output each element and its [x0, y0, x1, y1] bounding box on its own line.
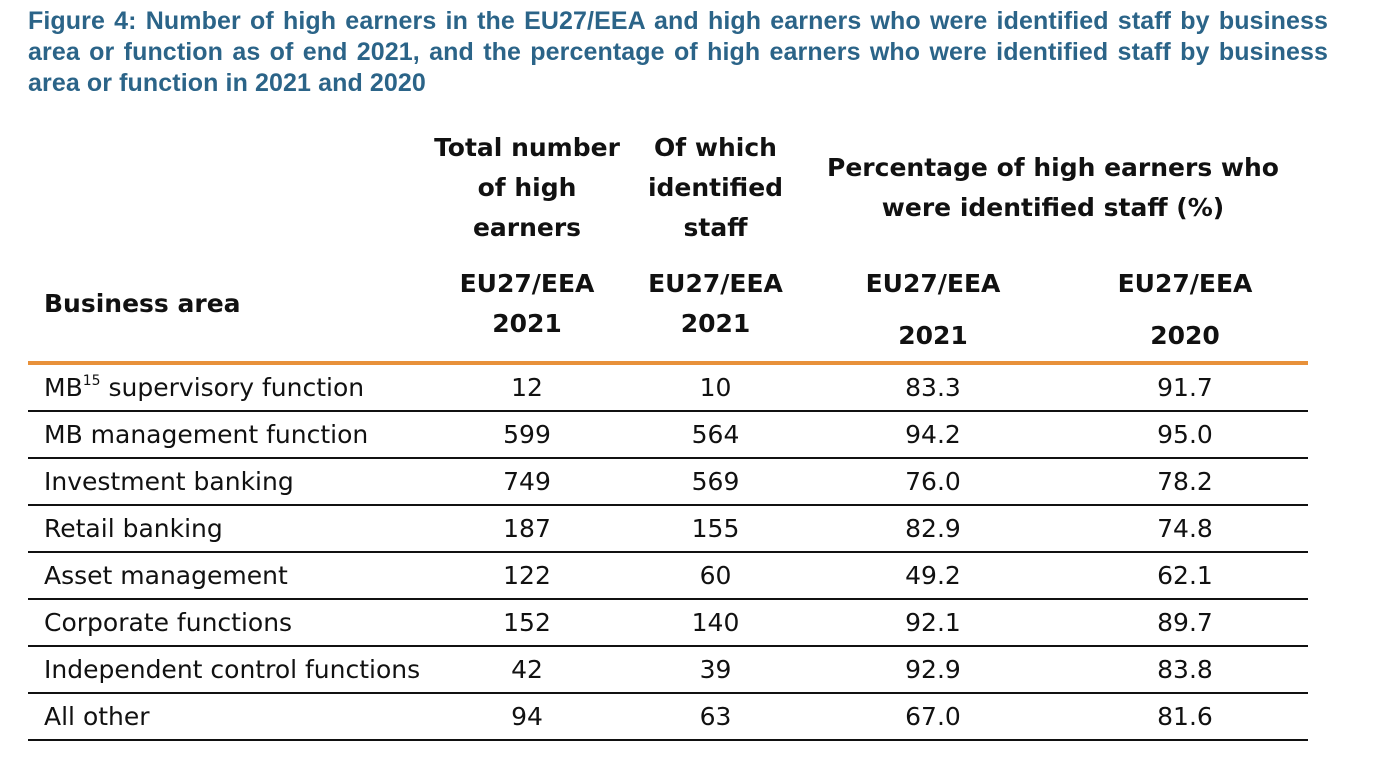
identified-staff-cell: 140: [691, 608, 740, 637]
identified-staff-cell: 60: [699, 561, 732, 590]
pct-2020-cell: 89.7: [1157, 608, 1213, 637]
pct-2020-cell: 91.7: [1157, 373, 1213, 402]
pct-2021-cell: 67.0: [905, 702, 961, 731]
business-area-cell: Corporate functions: [44, 608, 293, 637]
header-pct-2021-year: 2021: [898, 321, 968, 350]
header-identified-year: 2021: [680, 309, 751, 338]
business-area-cell: MB15 supervisory function: [44, 365, 364, 410]
pct-2020-cell: 81.6: [1157, 702, 1213, 731]
total-high-earners-cell: 122: [503, 561, 551, 590]
header-pct-2021-region-year: EU27/EEA 2021: [838, 258, 1028, 362]
header-pct-2020-region-year: EU27/EEA 2020: [1090, 258, 1280, 362]
identified-staff-cell: 564: [691, 420, 740, 449]
business-area-suffix: supervisory function: [100, 373, 365, 402]
identified-staff-cell: 39: [699, 655, 732, 684]
header-pct-2020-year: 2020: [1150, 321, 1220, 350]
pct-2021-cell: 94.2: [905, 420, 961, 449]
total-high-earners-cell: 749: [503, 467, 551, 496]
total-high-earners-cell: 12: [511, 373, 543, 402]
pct-2020-cell: 83.8: [1157, 655, 1213, 684]
header-divider: [28, 361, 1308, 365]
pct-2021-cell: 82.9: [905, 514, 961, 543]
table-row: Asset management 122 60 49.2 62.1: [28, 553, 1308, 600]
header-total-year: 2021: [492, 309, 562, 338]
header-pct-2021-region: EU27/EEA: [865, 269, 1001, 298]
table-row: MB15 supervisory function 12 10 83.3 91.…: [28, 365, 1308, 412]
table-row: Corporate functions 152 140 92.1 89.7: [28, 600, 1308, 647]
header-business-area: Business area: [44, 289, 241, 318]
pct-2020-cell: 78.2: [1157, 467, 1213, 496]
pct-2020-cell: 62.1: [1157, 561, 1213, 590]
header-pct-2020-region: EU27/EEA: [1117, 269, 1253, 298]
total-high-earners-cell: 152: [503, 608, 551, 637]
header-percentage-group: Percentage of high earners who were iden…: [827, 153, 1279, 222]
pct-2021-cell: 76.0: [905, 467, 961, 496]
header-total-region: EU27/EEA: [459, 269, 595, 298]
identified-staff-cell: 155: [691, 514, 740, 543]
pct-2021-cell: 92.1: [905, 608, 961, 637]
pct-2020-cell: 95.0: [1157, 420, 1213, 449]
identified-staff-cell: 569: [691, 467, 740, 496]
total-high-earners-cell: 94: [511, 702, 543, 731]
pct-2021-cell: 83.3: [905, 373, 961, 402]
pct-2021-cell: 92.9: [905, 655, 961, 684]
table-row: Investment banking 749 569 76.0 78.2: [28, 459, 1308, 506]
pct-2020-cell: 74.8: [1157, 514, 1213, 543]
header-identified-region-year: EU27/EEA 2021: [628, 264, 803, 344]
table-row: Independent control functions 42 39 92.9…: [28, 647, 1308, 694]
business-area-cell: Retail banking: [44, 514, 223, 543]
business-area-cell: Independent control functions: [44, 655, 421, 684]
table-row: All other 94 63 67.0 81.6: [28, 694, 1308, 741]
header-total-high-earners: Total number of high earners: [434, 133, 620, 242]
business-area-cell: MB management function: [44, 420, 369, 449]
table-header: Business area Total number of high earne…: [28, 120, 1308, 361]
pct-2021-cell: 49.2: [905, 561, 961, 590]
business-area-prefix: MB: [44, 373, 83, 402]
table-row: Retail banking 187 155 82.9 74.8: [28, 506, 1308, 553]
business-area-cell: Investment banking: [44, 467, 294, 496]
high-earners-table: Business area Total number of high earne…: [28, 120, 1308, 741]
header-total-region-year: EU27/EEA 2021: [432, 264, 622, 344]
header-identified-region: EU27/EEA: [648, 269, 783, 298]
total-high-earners-cell: 187: [503, 514, 551, 543]
total-high-earners-cell: 42: [511, 655, 543, 684]
figure-caption: Figure 4: Number of high earners in the …: [28, 7, 1328, 97]
business-area-cell: Asset management: [44, 561, 288, 590]
footnote-marker: 15: [82, 372, 101, 389]
total-high-earners-cell: 599: [503, 420, 551, 449]
header-identified-staff: Of which identified staff: [647, 133, 784, 242]
identified-staff-cell: 63: [699, 702, 732, 731]
identified-staff-cell: 10: [699, 373, 732, 402]
table-row: MB management function 599 564 94.2 95.0: [28, 412, 1308, 459]
business-area-cell: All other: [44, 702, 150, 731]
